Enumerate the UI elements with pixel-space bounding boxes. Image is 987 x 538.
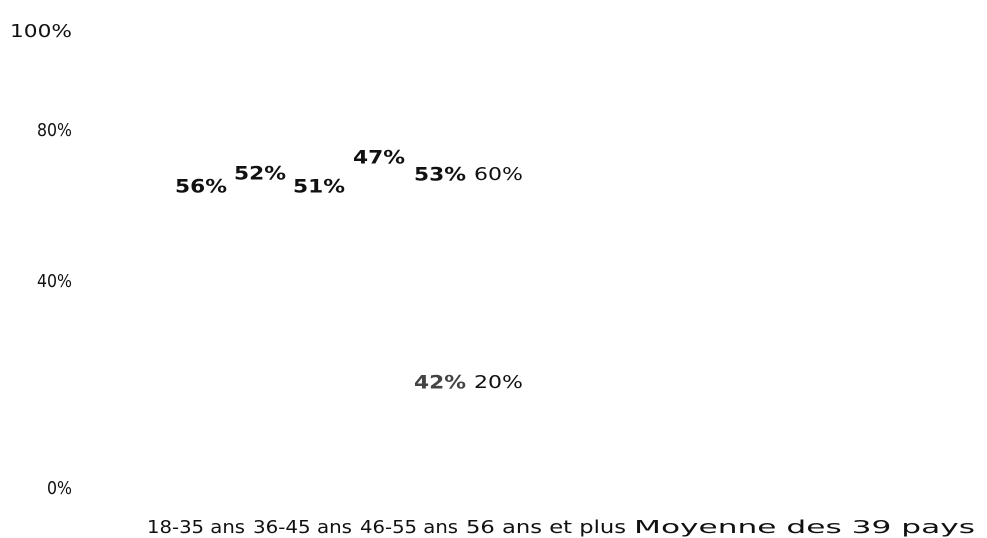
data-label: 56% bbox=[175, 176, 227, 198]
data-label: 53% bbox=[414, 164, 466, 186]
category-label: 46-55 ans bbox=[360, 517, 458, 538]
axis-label: 40% bbox=[37, 271, 72, 292]
data-label: 47% bbox=[353, 147, 405, 169]
axis-label: 80% bbox=[37, 120, 72, 141]
axis-label: 20% bbox=[474, 372, 523, 393]
category-label: 56 ans et plus bbox=[466, 517, 626, 538]
category-label: Moyenne des 39 pays bbox=[634, 517, 975, 538]
data-label: 42% bbox=[414, 372, 466, 394]
category-label: 36-45 ans bbox=[253, 517, 352, 538]
axis-label: 0% bbox=[47, 478, 72, 499]
data-label: 51% bbox=[293, 176, 345, 198]
data-label: 52% bbox=[234, 163, 286, 185]
axis-label: 60% bbox=[474, 164, 523, 185]
category-label: 18-35 ans bbox=[147, 517, 245, 538]
axis-label: 100% bbox=[10, 21, 72, 42]
